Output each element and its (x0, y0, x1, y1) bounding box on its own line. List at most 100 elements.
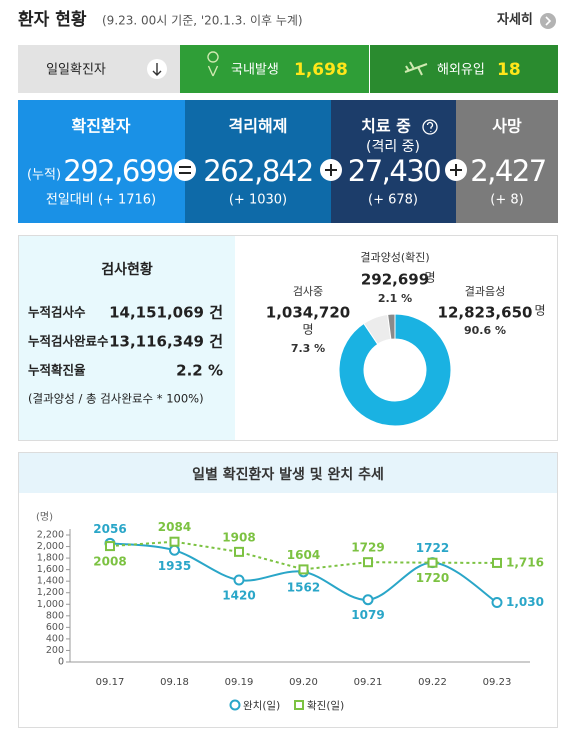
data-label: 1729 (351, 541, 384, 555)
more-icon[interactable] (540, 13, 556, 29)
plus (450, 164, 462, 176)
marker (492, 557, 502, 568)
box-title: 치료 중 (361, 117, 411, 136)
legend-label: 완치(일) (243, 699, 280, 712)
subtitle: (9.23. 00시 기준, '20.1.3. 이후 누계) (102, 14, 303, 28)
plane-icon (404, 61, 428, 76)
y-tick-label: 2,000 (37, 541, 64, 552)
tests-row-value: 14,151,069 건 (109, 304, 223, 322)
x-tick-label: 09.19 (225, 677, 254, 688)
box-sub: 전일대비 (+ 1716) (46, 193, 156, 208)
y-tick-label: 400 (46, 633, 64, 644)
marker (233, 574, 245, 586)
box-released (185, 100, 331, 223)
overseas-value: 18 (497, 60, 521, 80)
plus (325, 164, 337, 176)
tests-row-label: 누적검사완료수 (28, 334, 109, 349)
pie-category: 결과양성(확진) (360, 251, 429, 264)
marker (298, 564, 309, 575)
box-value: 27,430 (348, 154, 441, 188)
box-prefix: (누적) (27, 168, 61, 183)
x-tick-label: 09.20 (289, 677, 318, 688)
pie-pct: 7.3 % (291, 342, 325, 355)
data-label: 1,716 (506, 555, 544, 569)
chevron (545, 16, 552, 26)
box-title-sub: (격리 중) (366, 139, 420, 155)
marker (363, 557, 373, 568)
data-label: 1562 (287, 580, 320, 594)
pie-count: 292,699 (361, 271, 429, 289)
box-sub: (+ 8) (490, 193, 523, 208)
data-label: 2056 (93, 522, 126, 536)
arrow (152, 63, 162, 76)
overseas-box (370, 45, 558, 93)
marker (169, 544, 180, 556)
pin-icon (207, 51, 219, 77)
tests-row-label: 누적확진율 (28, 363, 86, 378)
x-tick-label: 09.17 (96, 677, 125, 688)
pie-slice (387, 313, 396, 340)
data-label: 1720 (416, 571, 449, 585)
data-label: 1604 (287, 548, 320, 562)
tests-title: 검사현황 (101, 261, 153, 278)
box-title: 확진환자 (72, 117, 131, 136)
box-value: 262,842 (203, 154, 312, 188)
data-label: 1908 (222, 530, 255, 544)
pie-category: 결과음성 (465, 285, 505, 298)
box-sub: (+ 678) (368, 193, 418, 208)
chart-header (19, 453, 557, 493)
marker (105, 541, 115, 552)
pie-unit: 명 (424, 271, 435, 285)
pie-pct: 2.1 % (378, 292, 412, 305)
box-value: 2,427 (470, 154, 546, 188)
box-title: 사망 (492, 117, 522, 136)
marker (169, 536, 180, 547)
marker (491, 597, 503, 609)
tests-left (19, 236, 235, 440)
operator (174, 159, 196, 181)
equals (179, 166, 191, 174)
tests-row-value: 2.2 % (176, 362, 223, 380)
x-tick-label: 09.23 (483, 677, 512, 688)
legend-symbol (294, 700, 304, 710)
box-title: 격리해제 (229, 117, 288, 136)
data-label: 1935 (158, 559, 191, 573)
daily-label: 일일확진자 (46, 63, 106, 78)
data-label: 1722 (416, 541, 449, 555)
overseas-label: 해외유입 (437, 63, 485, 78)
box-confirmed (18, 100, 185, 223)
x-tick-label: 09.21 (354, 677, 383, 688)
title: 환자 현황 (18, 10, 87, 30)
tests-row-value: 13,116,349 건 (109, 333, 223, 351)
data-label: 1,030 (506, 595, 544, 609)
chart-panel (18, 452, 558, 728)
domestic-label: 국내발생 (231, 63, 279, 78)
tests-note: (결과양성 / 총 검사완료수 * 100%) (28, 392, 204, 406)
data-label: 1420 (222, 589, 255, 603)
y-tick-label: 1,800 (37, 553, 64, 564)
help-mark (426, 121, 434, 132)
more-link[interactable]: 자세히 (497, 12, 533, 28)
y-tick-label: 600 (46, 622, 64, 633)
data-label: 2008 (93, 555, 126, 569)
x-tick-label: 09.18 (160, 677, 189, 688)
marker (427, 557, 438, 568)
data-label: 2084 (158, 520, 191, 534)
y-tick-label: 0 (58, 657, 64, 668)
box-value: 292,699 (63, 154, 172, 188)
y-tick-label: 800 (46, 610, 64, 621)
pie-count: 1,034,720 (266, 304, 350, 322)
domestic-value: 1,698 (294, 60, 348, 80)
help-icon[interactable] (422, 119, 438, 135)
chart-title: 일별 확진환자 발생 및 완치 추세 (192, 466, 384, 483)
y-tick-label: 2,200 (37, 530, 64, 541)
tests-row-label: 누적검사수 (28, 305, 86, 320)
box-deaths (456, 100, 558, 223)
pie-pct: 90.6 % (464, 324, 506, 337)
pie-unit: 명 (534, 304, 545, 318)
box-sub: (+ 1030) (229, 193, 287, 208)
legend-symbol (229, 699, 241, 711)
y-tick-label: 200 (46, 645, 64, 656)
y-axis-label: (명) (36, 511, 53, 523)
